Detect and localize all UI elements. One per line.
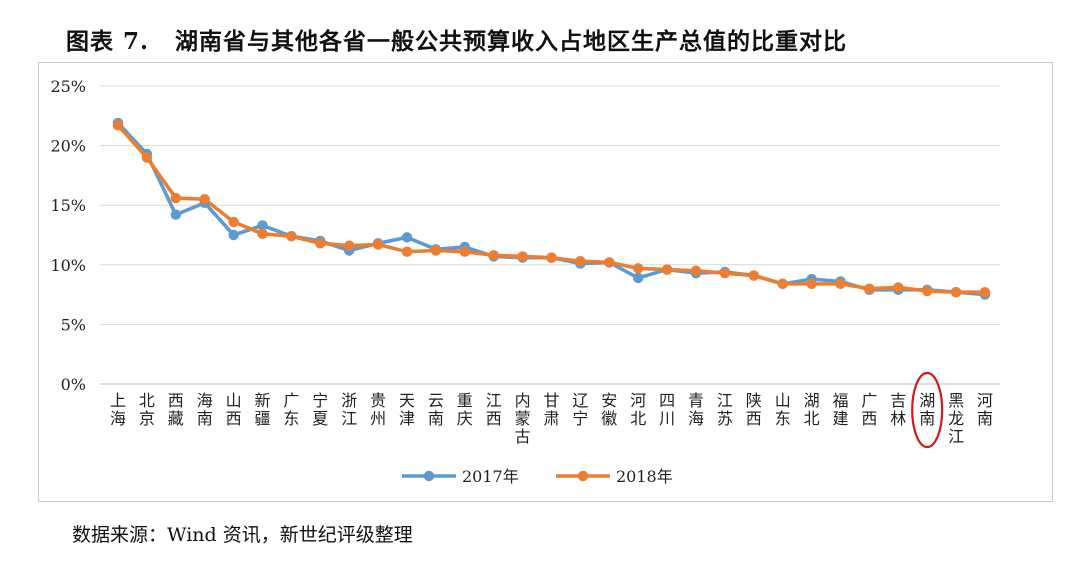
series-line <box>116 121 986 297</box>
data-point <box>922 285 933 297</box>
legend-marker <box>423 470 435 482</box>
x-tick-label: 河南 <box>977 391 993 428</box>
data-point <box>546 252 557 263</box>
data-point <box>517 251 528 262</box>
x-tick-label: 山东 <box>775 391 791 428</box>
x-tick-label: 福建 <box>832 391 848 428</box>
x-tick-label: 湖北 <box>804 391 820 428</box>
x-tick-label: 青海 <box>688 391 704 428</box>
x-tick-label: 云南 <box>428 391 444 428</box>
data-point <box>864 283 875 294</box>
x-tick-label: 四川 <box>659 391 675 428</box>
x-tick-label: 江西 <box>486 391 502 428</box>
data-point <box>719 267 731 279</box>
x-tick-label: 黑龙江 <box>948 391 964 446</box>
data-point <box>170 192 181 204</box>
x-tick-label: 贵州 <box>370 391 386 428</box>
data-point <box>372 239 384 250</box>
legend: 2017年 2018年 <box>402 467 673 486</box>
x-tick-label: 山西 <box>226 391 242 428</box>
data-point <box>430 245 442 256</box>
data-point <box>344 240 355 251</box>
x-tick-label: 浙江 <box>341 391 357 428</box>
y-tick-label: 25% <box>50 77 86 96</box>
data-point <box>979 287 991 298</box>
series-lines <box>112 117 991 300</box>
figure-title-text: 湖南省与其他各省一般公共预算收入占地区生产总值的比重对比 <box>175 28 848 55</box>
x-tick-label: 甘肃 <box>543 391 559 428</box>
series-line <box>116 124 985 295</box>
data-point <box>604 257 615 268</box>
data-point <box>141 152 153 163</box>
legend-label: 2017年 <box>462 467 519 486</box>
data-point <box>401 232 413 243</box>
legend-label: 2018年 <box>616 467 673 486</box>
figure-label: 图表 7. <box>66 28 150 55</box>
data-point <box>633 272 644 284</box>
x-tick-label: 陕西 <box>746 391 762 428</box>
x-tick-label: 内蒙古 <box>515 391 531 446</box>
x-tick-label: 安徽 <box>601 391 617 428</box>
y-tick-label: 20% <box>50 137 86 156</box>
x-tick-label: 海南 <box>197 391 213 428</box>
x-tick-label: 北京 <box>139 391 155 428</box>
data-point <box>748 270 759 281</box>
series-1 <box>112 120 991 298</box>
data-point <box>315 238 326 249</box>
y-tick-label: 15% <box>50 196 86 215</box>
series-0 <box>112 117 991 300</box>
x-tick-label: 西藏 <box>168 391 184 428</box>
x-tick-label: 天津 <box>399 391 415 428</box>
data-point <box>112 120 124 131</box>
x-tick-label: 新疆 <box>254 391 270 428</box>
data-point <box>257 228 268 240</box>
highlight-ellipse <box>911 371 944 449</box>
data-point <box>893 282 904 293</box>
y-axis-tick-labels: 25% 20% 15% 10% 5% 0% <box>50 77 86 394</box>
x-tick-label: 辽宁 <box>572 391 588 428</box>
highlight-marker <box>911 371 944 449</box>
data-point <box>806 278 817 290</box>
y-tick-label: 5% <box>61 315 86 334</box>
x-tick-label: 上海 <box>110 391 126 428</box>
data-point <box>633 263 644 274</box>
grid-lines <box>100 85 1000 385</box>
source-note: 数据来源：Wind 资讯，新世纪评级整理 <box>72 524 413 546</box>
figure-title: 图表 7. 湖南省与其他各省一般公共预算收入占地区生产总值的比重对比 <box>66 22 847 56</box>
data-point <box>170 209 181 220</box>
legend-marker <box>577 470 589 482</box>
data-point <box>286 230 297 242</box>
x-axis-tick-labels: 上海北京西藏海南山西新疆广东宁夏浙江贵州天津云南重庆江西内蒙古甘肃辽宁安徽河北四… <box>110 391 993 446</box>
y-tick-label: 0% <box>61 375 86 394</box>
x-tick-label: 广西 <box>861 391 877 428</box>
x-tick-label: 重庆 <box>457 391 473 428</box>
data-point <box>835 278 846 290</box>
data-point <box>950 287 962 298</box>
data-point <box>228 229 239 241</box>
data-point <box>488 250 499 261</box>
data-point <box>690 265 702 276</box>
x-tick-label: 广东 <box>283 391 299 428</box>
data-point <box>459 246 470 257</box>
data-point <box>257 220 268 231</box>
x-tick-label: 江苏 <box>717 391 733 428</box>
data-point <box>575 256 586 267</box>
data-point <box>777 278 788 290</box>
data-point <box>661 264 673 275</box>
data-point <box>228 216 239 228</box>
data-point <box>401 246 413 257</box>
x-tick-label: 湖南 <box>919 391 935 428</box>
x-tick-label: 吉林 <box>890 391 906 428</box>
x-tick-label: 宁夏 <box>312 391 328 428</box>
x-tick-label: 河北 <box>630 391 646 428</box>
chart-frame <box>38 62 1053 502</box>
data-point <box>199 194 210 205</box>
y-tick-label: 10% <box>50 256 86 275</box>
